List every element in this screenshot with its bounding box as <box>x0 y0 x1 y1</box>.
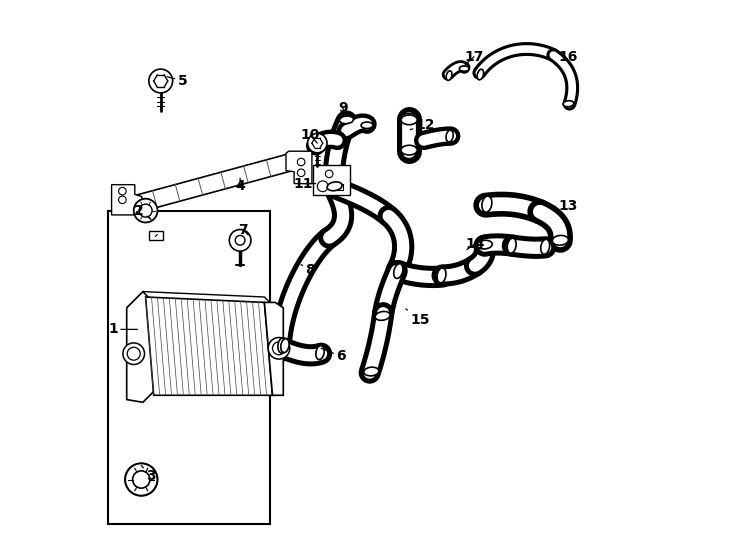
Ellipse shape <box>375 312 390 320</box>
Circle shape <box>139 204 152 217</box>
Ellipse shape <box>327 182 342 191</box>
Text: 4: 4 <box>235 178 245 193</box>
Circle shape <box>123 343 145 364</box>
Ellipse shape <box>507 238 516 253</box>
Ellipse shape <box>482 196 492 212</box>
Circle shape <box>297 158 305 166</box>
Circle shape <box>268 338 290 359</box>
Text: 7: 7 <box>238 222 248 237</box>
Text: 1: 1 <box>109 322 137 336</box>
Circle shape <box>119 196 126 204</box>
Polygon shape <box>127 292 153 402</box>
Circle shape <box>308 133 327 153</box>
Ellipse shape <box>364 367 379 376</box>
Text: 15: 15 <box>406 309 429 327</box>
Circle shape <box>229 230 251 251</box>
Circle shape <box>297 169 305 177</box>
Polygon shape <box>112 185 142 215</box>
Polygon shape <box>286 151 312 184</box>
Circle shape <box>272 342 286 355</box>
Circle shape <box>149 69 172 93</box>
Text: 17: 17 <box>464 50 484 66</box>
Text: 16: 16 <box>555 50 578 65</box>
Bar <box>108 211 270 524</box>
Ellipse shape <box>477 69 484 80</box>
Ellipse shape <box>280 339 289 353</box>
Polygon shape <box>264 302 283 395</box>
Text: 6: 6 <box>321 348 346 363</box>
Text: 14: 14 <box>465 237 484 251</box>
Text: 2: 2 <box>134 204 151 219</box>
Ellipse shape <box>278 338 286 353</box>
Polygon shape <box>313 165 349 195</box>
Ellipse shape <box>541 239 550 254</box>
Circle shape <box>133 471 150 488</box>
Text: 9: 9 <box>338 101 347 116</box>
Ellipse shape <box>340 116 354 124</box>
Polygon shape <box>130 154 294 213</box>
Polygon shape <box>145 297 272 395</box>
Text: 12: 12 <box>410 118 435 132</box>
Ellipse shape <box>477 240 493 249</box>
Ellipse shape <box>446 130 453 142</box>
Polygon shape <box>143 292 272 305</box>
Text: 13: 13 <box>553 199 578 213</box>
Ellipse shape <box>393 264 403 279</box>
Ellipse shape <box>563 100 574 107</box>
Ellipse shape <box>401 145 417 155</box>
Circle shape <box>134 199 158 222</box>
Circle shape <box>119 187 126 195</box>
Text: 11: 11 <box>294 177 316 191</box>
Text: 10: 10 <box>301 128 320 143</box>
Circle shape <box>125 463 158 496</box>
Ellipse shape <box>361 122 373 129</box>
Circle shape <box>325 170 333 178</box>
Text: 8: 8 <box>301 263 315 277</box>
Text: 3: 3 <box>141 465 156 483</box>
Ellipse shape <box>459 66 469 71</box>
Bar <box>150 231 163 240</box>
Ellipse shape <box>316 346 324 360</box>
Circle shape <box>317 181 328 192</box>
Ellipse shape <box>437 268 446 283</box>
Text: 5: 5 <box>167 74 187 88</box>
Ellipse shape <box>446 71 452 80</box>
Ellipse shape <box>401 115 417 125</box>
Circle shape <box>127 347 140 360</box>
Circle shape <box>235 235 245 245</box>
Ellipse shape <box>552 235 568 245</box>
